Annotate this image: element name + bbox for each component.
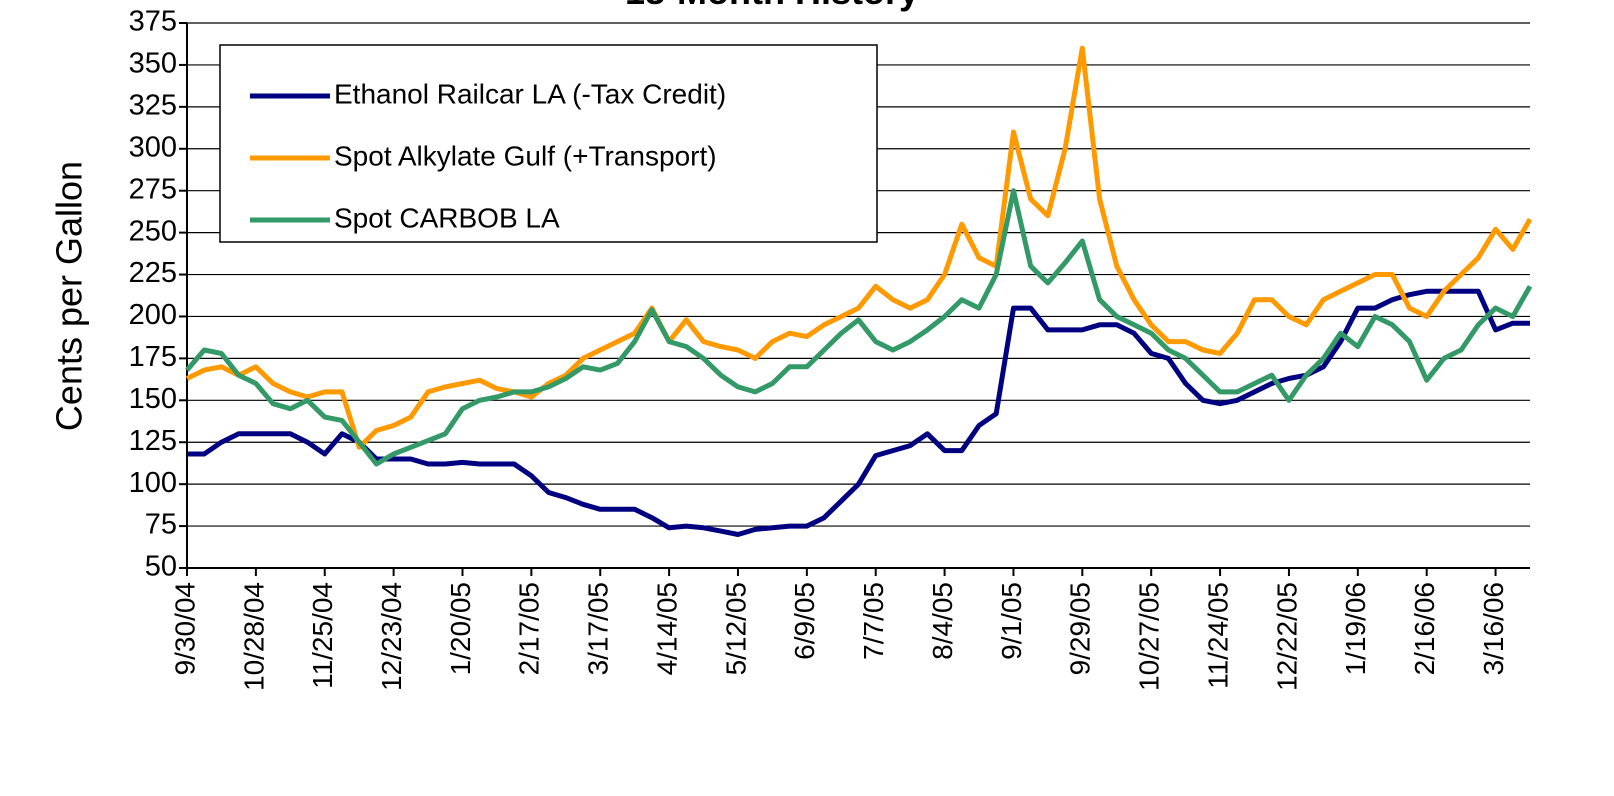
y-tick-label: 250 [129, 215, 177, 247]
x-tick-label: 1/19/06 [1340, 582, 1371, 675]
y-tick-label: 50 [145, 551, 177, 583]
y-axis-label: Cents per Gallon [49, 161, 90, 431]
series-line [185, 188, 1533, 467]
legend-label: Spot CARBOB LA [334, 202, 560, 233]
x-tick-label: 3/17/05 [583, 582, 614, 675]
x-tick-label: 2/17/05 [514, 582, 545, 675]
legend-box [219, 44, 878, 243]
y-tick-label: 225 [129, 257, 177, 289]
x-tick-label: 2/16/06 [1409, 582, 1440, 675]
x-tick-label: 1/20/05 [445, 582, 476, 675]
y-tick-label: 375 [129, 6, 177, 38]
x-tick-label: 9/29/05 [1065, 582, 1096, 675]
y-tick-label: 275 [129, 173, 177, 205]
series-line [185, 45, 1533, 450]
x-tick-label: 4/14/05 [651, 582, 682, 675]
chart-title: 18-Month History [625, 0, 919, 12]
y-tick-label: 325 [129, 90, 177, 122]
legend-label: Ethanol Railcar LA (-Tax Credit) [334, 78, 726, 109]
x-tick-label: 12/22/05 [1271, 582, 1302, 691]
x-tick-label: 9/30/04 [169, 582, 200, 675]
x-tick-label: 10/28/04 [238, 582, 269, 691]
y-tick-label: 100 [129, 467, 177, 499]
legend: Ethanol Railcar LA (-Tax Credit) Spot Alk… [219, 44, 878, 243]
y-tick-label: 200 [129, 299, 177, 331]
x-tick-label: 9/1/05 [996, 582, 1027, 660]
legend-label: Spot Alkylate Gulf (+Transport) [334, 140, 717, 171]
y-tick-label: 75 [145, 509, 177, 541]
y-tick-label: 300 [129, 131, 177, 163]
x-tick-label: 7/7/05 [858, 582, 889, 660]
x-tick-label: 5/12/05 [720, 582, 751, 675]
x-tick-label: 8/4/05 [927, 582, 958, 660]
y-tick-label: 350 [129, 48, 177, 80]
x-tick-label: 3/16/06 [1478, 582, 1509, 675]
x-tick-label: 11/25/04 [307, 582, 338, 689]
x-tick-label: 6/9/05 [789, 582, 820, 660]
x-tick-label: 12/23/04 [376, 582, 407, 691]
y-tick-label: 125 [129, 425, 177, 457]
y-tick-label: 175 [129, 341, 177, 373]
series-line [187, 288, 1530, 537]
y-tick-label: 150 [129, 383, 177, 415]
x-tick-label: 10/27/05 [1134, 582, 1165, 691]
x-tick-label: 11/24/05 [1202, 582, 1233, 689]
